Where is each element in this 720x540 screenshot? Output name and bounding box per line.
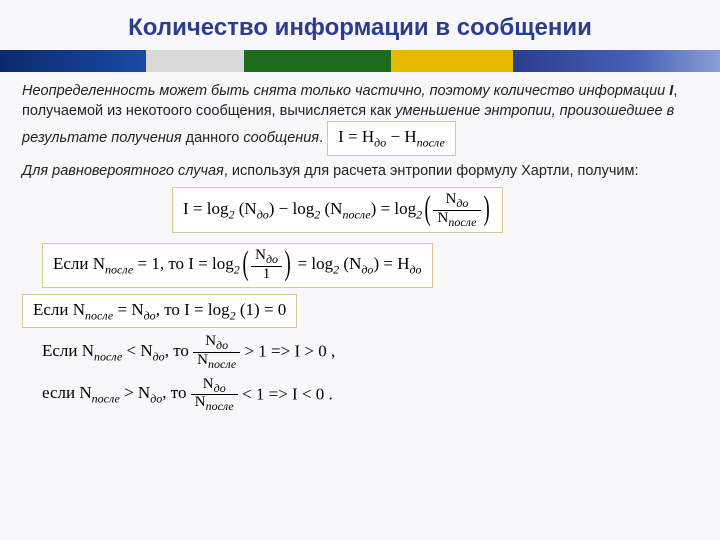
row-4: если Nпосле > Nдо, то NдоNпосле < 1 => I…	[42, 377, 698, 413]
paragraph-2: Для равновероятного случая, используя дл…	[22, 162, 698, 182]
p1-g: .	[319, 130, 323, 146]
p1-a: Неопределенность может быть снята только…	[22, 83, 669, 99]
formula-2: I = log2 (Nдо) − log2 (Nпосле) = log2(Nд…	[172, 187, 503, 233]
body-content: Неопределенность может быть снята только…	[0, 72, 720, 413]
p2-b: , используя для расчета энтропии формулу…	[224, 163, 639, 179]
row-1: Если Nпосле = 1, то I = log2(Nдо1) = log…	[42, 243, 698, 287]
page-title: Количество информации в сообщении	[0, 0, 720, 50]
formula-main: I = Hдо − Hпосле	[327, 121, 456, 156]
formula-2-wrap: I = log2 (Nдо) − log2 (Nпосле) = log2(Nд…	[172, 187, 698, 233]
p1-f: сообщения	[243, 130, 319, 146]
decorative-banner	[0, 50, 720, 72]
p1-e: данного	[182, 130, 244, 146]
p2-a: Для равновероятного случая	[22, 163, 224, 179]
paragraph-1: Неопределенность может быть снята только…	[22, 82, 698, 156]
row-3: Если Nпосле < Nдо, то NдоNпосле > 1 => I…	[42, 334, 698, 370]
row-2: Если Nпосле = Nдо, то I = log2 (1) = 0	[22, 294, 698, 329]
